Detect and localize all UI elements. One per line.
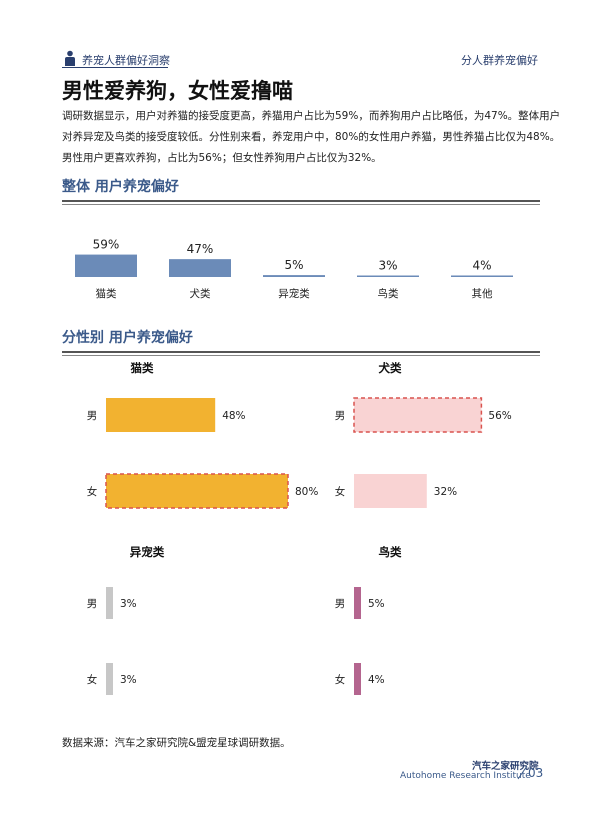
- panel-title: 异宠类: [130, 545, 165, 559]
- section-divider: [62, 355, 540, 356]
- footer-institute-en: Autohome Research Institute: [400, 771, 531, 781]
- page-title: 男性爱养狗，女性爱撸喵: [62, 79, 293, 103]
- gender-label: 女: [335, 673, 346, 686]
- section-title-overall: 整体 用户养宠偏好: [62, 179, 179, 195]
- header-section-label: 养宠人群偏好洞察: [82, 54, 170, 67]
- data-label: 3%: [378, 259, 397, 273]
- data-label: 48%: [222, 410, 245, 422]
- person-icon: [65, 50, 75, 66]
- bar-鸟类: [357, 275, 419, 277]
- section-title-gender: 分性别 用户养宠偏好: [62, 330, 193, 346]
- panel-title: 猫类: [131, 361, 154, 375]
- intro-line: 对养异宠及鸟类的接受度较低。分性别来看，养宠用户中，80%的女性用户养猫，男性养…: [62, 131, 561, 143]
- bar-猫类: [75, 254, 137, 277]
- bar-异宠类-男: [106, 587, 113, 619]
- page-number: 03: [528, 766, 544, 780]
- section-divider: [62, 200, 540, 202]
- bar-犬类-女: [354, 474, 427, 508]
- bar-犬类: [169, 259, 231, 277]
- gender-label: 男: [87, 410, 98, 422]
- gender-label: 男: [87, 598, 98, 610]
- data-label: 4%: [368, 674, 385, 686]
- data-label: 3%: [120, 674, 137, 686]
- data-label: 5%: [368, 598, 385, 610]
- gender-label: 女: [87, 485, 98, 498]
- category-label: 鸟类: [378, 287, 399, 300]
- data-label: 59%: [93, 238, 120, 252]
- intro-line: 调研数据显示，用户对养猫的接受度更高，养猫用户占比为59%，而养狗用户占比略低，…: [62, 110, 561, 122]
- data-label: 80%: [295, 486, 318, 498]
- footer-institute-cn: 汽车之家研究院: [472, 761, 539, 772]
- data-label: 56%: [488, 410, 511, 422]
- panel-title: 犬类: [379, 361, 402, 375]
- overall-pet-chart: 59% 猫类 47% 犬类 5% 异宠类 3% 鸟类 4% 其他: [75, 238, 513, 300]
- panel-title: 鸟类: [379, 545, 402, 559]
- gender-label: 女: [335, 485, 346, 498]
- bar-犬类-男: [353, 397, 483, 433]
- section-divider: [62, 204, 540, 205]
- category-label: 犬类: [190, 287, 211, 300]
- intro-paragraph: 调研数据显示，用户对养猫的接受度更高，养猫用户占比为59%，而养狗用户占比略低，…: [62, 106, 561, 169]
- bar-猫类-男: [106, 398, 216, 432]
- data-label: 3%: [120, 598, 137, 610]
- category-label: 猫类: [96, 287, 117, 300]
- bar-异宠类-女: [106, 663, 113, 695]
- data-label: 5%: [284, 258, 303, 272]
- data-source: 数据来源：汽车之家研究院&盟宠星球调研数据。: [62, 737, 291, 749]
- category-label: 其他: [472, 287, 493, 300]
- gender-label: 男: [335, 410, 346, 422]
- bar-猫类-女: [105, 473, 289, 509]
- data-label: 4%: [472, 258, 491, 272]
- bar-鸟类-男: [354, 587, 361, 619]
- header-underline: [62, 67, 168, 68]
- bar-鸟类-女: [354, 663, 361, 695]
- slash-icon: [517, 765, 528, 780]
- data-label: 32%: [434, 486, 457, 498]
- header-topic-label: 分人群养宠偏好: [461, 54, 538, 67]
- bar-其他: [451, 275, 513, 277]
- section-divider: [62, 351, 540, 353]
- intro-line: 男性用户更喜欢养狗，占比为56%；但女性养狗用户占比仅为32%。: [62, 152, 382, 164]
- gender-label: 女: [87, 673, 98, 686]
- bar-异宠类: [263, 275, 325, 277]
- gender-label: 男: [335, 598, 346, 610]
- data-label: 47%: [187, 242, 214, 256]
- category-label: 异宠类: [278, 287, 310, 300]
